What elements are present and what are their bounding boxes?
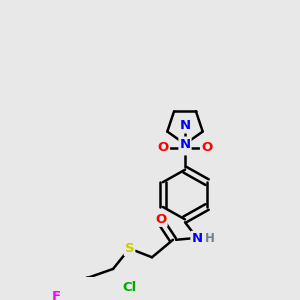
Text: H: H xyxy=(205,232,214,245)
Text: N: N xyxy=(179,138,191,151)
Text: Cl: Cl xyxy=(122,281,136,294)
Text: O: O xyxy=(155,213,167,226)
Text: F: F xyxy=(52,290,61,300)
Text: O: O xyxy=(158,141,169,154)
Text: S: S xyxy=(180,141,190,154)
Text: N: N xyxy=(179,119,191,133)
Text: S: S xyxy=(125,242,134,255)
Text: O: O xyxy=(201,141,212,154)
Text: N: N xyxy=(191,232,203,245)
